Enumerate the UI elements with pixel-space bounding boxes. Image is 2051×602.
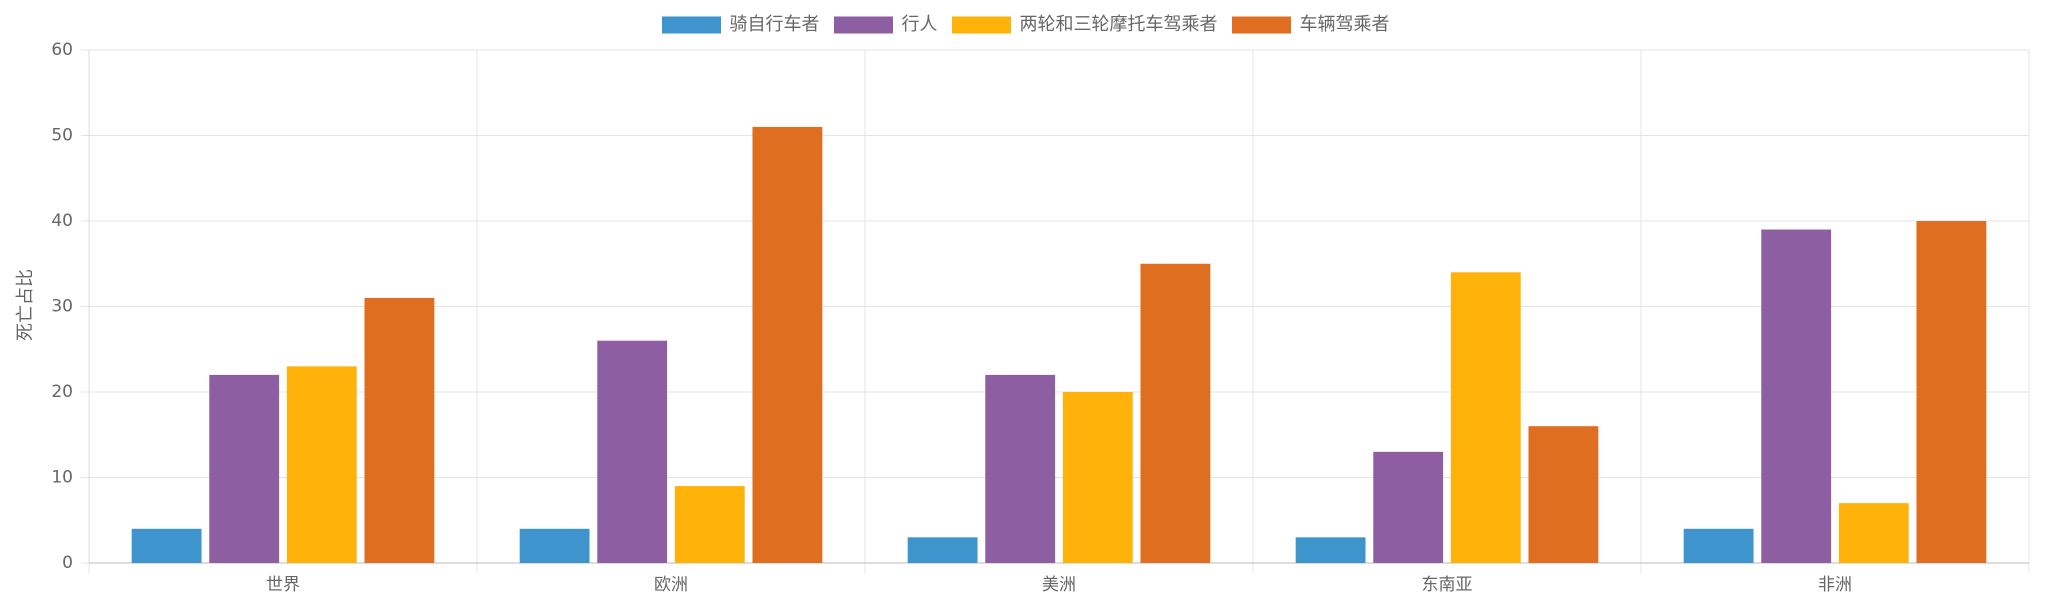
bar [674, 486, 745, 563]
legend-label: 车辆驾乘者 [1300, 14, 1390, 35]
y-tick-label: 50 [51, 126, 73, 146]
x-tick-label: 欧洲 [654, 575, 688, 595]
bar [1683, 528, 1754, 563]
bar [1062, 392, 1133, 563]
legend-label: 两轮和三轮摩托车驾乘者 [1020, 14, 1218, 35]
bar [209, 374, 280, 563]
bar [1373, 451, 1444, 563]
bar [907, 537, 978, 563]
bar [131, 528, 202, 563]
x-tick-label: 世界 [266, 575, 300, 595]
y-tick-label: 30 [51, 297, 73, 317]
bar [1295, 537, 1366, 563]
x-tick-label: 非洲 [1818, 575, 1852, 595]
y-tick-label: 20 [51, 382, 73, 402]
legend-swatch [951, 15, 1012, 35]
x-tick-label: 美洲 [1042, 575, 1076, 595]
legend-swatch [1231, 15, 1292, 35]
bar [985, 374, 1056, 563]
bar [1528, 426, 1599, 563]
bar [1140, 263, 1211, 563]
bar [1838, 503, 1909, 563]
bar [597, 340, 668, 563]
x-tick-label: 东南亚 [1422, 575, 1473, 595]
bar [286, 366, 357, 563]
legend-label: 骑自行车者 [730, 14, 820, 35]
y-tick-label: 40 [51, 211, 73, 231]
y-tick-label: 10 [51, 468, 73, 488]
legend-label: 行人 [902, 14, 938, 35]
bar [519, 528, 590, 563]
bar [1761, 229, 1832, 564]
legend-swatch [833, 15, 894, 35]
y-tick-label: 0 [62, 553, 73, 573]
y-tick-label: 60 [51, 40, 73, 60]
bar [1450, 272, 1521, 563]
legend-swatch [661, 15, 722, 35]
bar [752, 126, 823, 563]
bar [1916, 221, 1987, 563]
bar [364, 297, 435, 563]
y-axis-title: 死亡占比 [15, 269, 36, 341]
